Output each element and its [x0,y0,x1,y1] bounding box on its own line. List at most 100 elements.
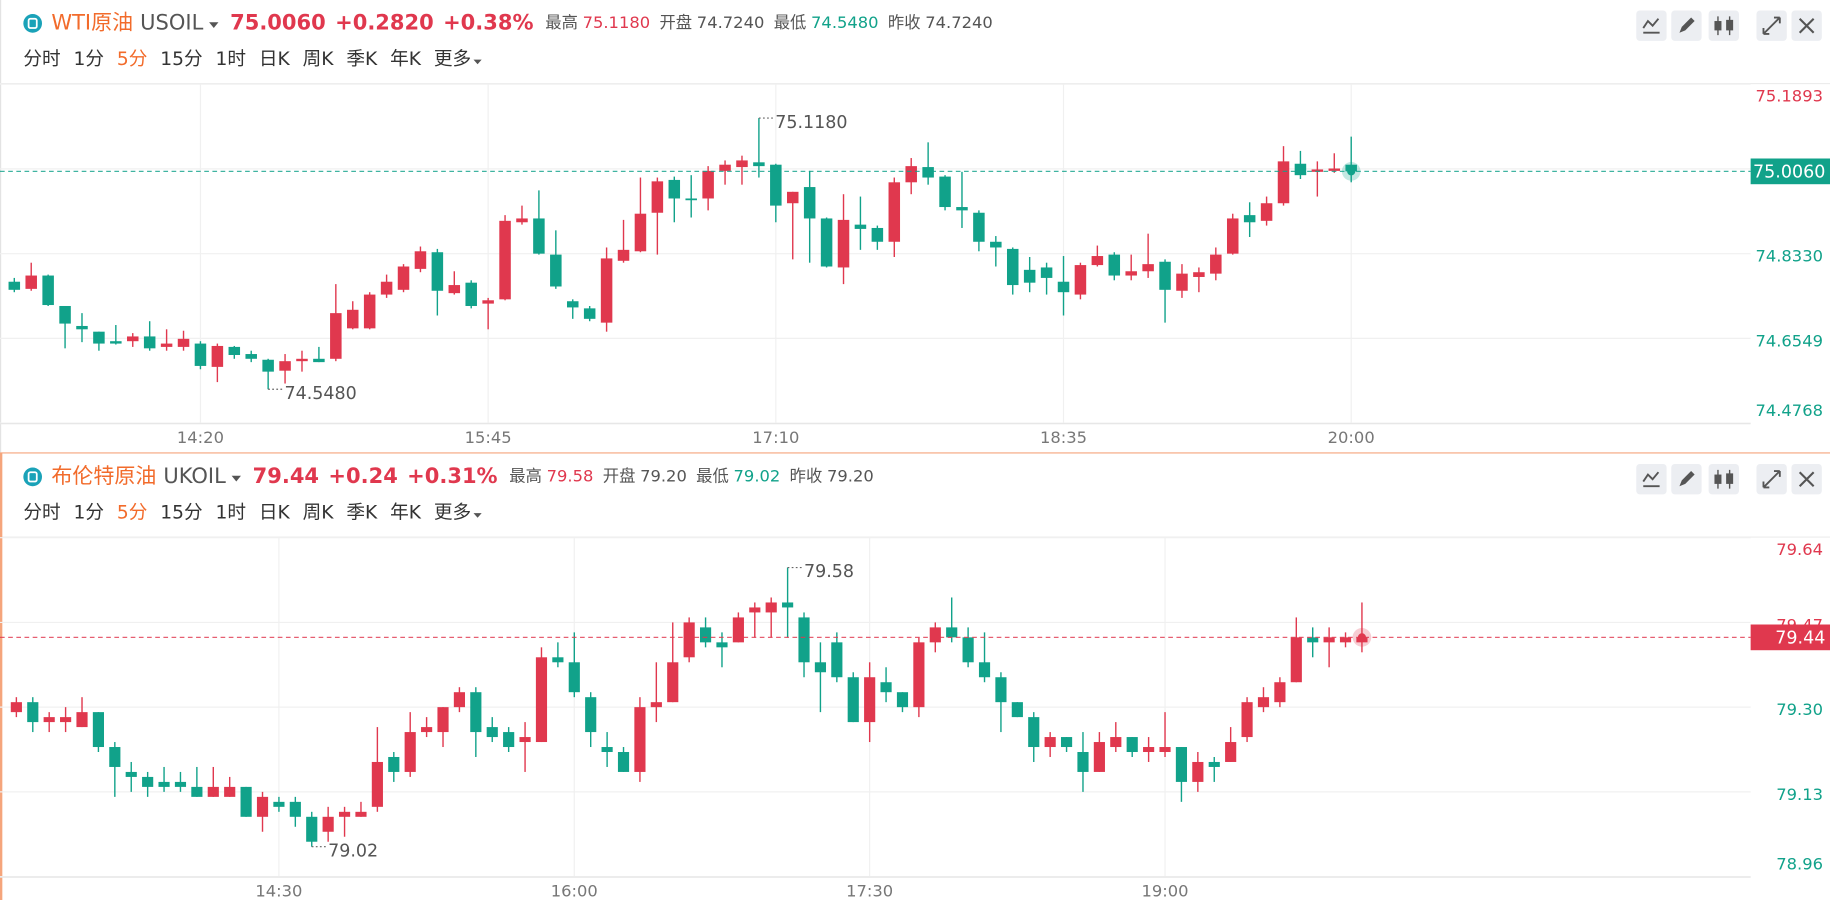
candle-body [371,761,383,807]
timeframe-tab[interactable]: 周K [303,503,335,524]
candle-body [585,697,597,733]
timeframe-tab[interactable]: 年K [390,503,422,524]
candle-body [913,642,925,708]
stat-value: 79.02 [734,466,781,485]
candle-body [160,343,173,347]
candle-body [798,617,810,663]
candle-body [837,219,850,268]
stat-label: 最低 [774,13,807,32]
instrument-name[interactable]: 布伦特原油 [51,463,156,488]
candle-body [1257,697,1270,708]
candle-body [1159,747,1171,753]
draw-button[interactable] [1671,464,1702,495]
candle-body [854,224,867,229]
last-price-dot [1357,633,1367,642]
fullscreen-button[interactable] [1756,10,1787,41]
candle-body [820,218,833,267]
indicator-button[interactable] [1636,464,1667,495]
last-price-tag [1750,158,1830,185]
fullscreen-button[interactable] [1756,464,1787,495]
candle-body [651,181,664,213]
chart-type-button[interactable] [1708,464,1739,495]
candle-body [279,361,291,371]
candle-body [245,354,257,359]
chart-type-button[interactable] [1708,10,1739,41]
candle-body [380,281,393,295]
timeframe-tab[interactable]: 年K [390,49,422,70]
y-tick-label: 74.8330 [1755,247,1823,266]
x-tick-label: 17:10 [752,428,799,447]
stat-value: 79.58 [547,466,594,485]
candle-body [109,747,121,767]
instrument-name[interactable]: WTI原油 [51,9,133,34]
candle-body [716,642,728,648]
candle-body [177,338,190,347]
timeframe-tab[interactable]: 1分 [74,503,105,524]
candle-body [1260,203,1273,221]
timeframe-tab[interactable]: 5分 [117,503,148,524]
x-tick-label: 18:35 [1040,428,1087,447]
candle-body [92,712,105,748]
timeframe-tab[interactable]: 周K [303,49,335,70]
candle-body [289,801,301,817]
candle-body [978,662,991,678]
candle-body [330,313,342,359]
candle-body [465,282,477,306]
candle-body [142,776,154,787]
candle-body [224,786,236,797]
timeframe-tab[interactable]: 15分 [160,49,202,70]
close-button[interactable] [1791,464,1822,495]
close-button[interactable] [1791,10,1822,41]
more-caret[interactable] [473,513,482,518]
candle-body [600,258,613,323]
price-change-pct: +0.38% [443,9,533,34]
candle-body [60,717,72,723]
candle-body [1193,272,1205,277]
candle-body [814,662,827,673]
candle-body [922,167,934,178]
timeframe-tab[interactable]: 1时 [216,49,247,70]
dropdown-caret[interactable] [231,475,241,482]
candle-body [667,662,679,703]
candle-body [519,737,531,743]
timeframe-tab[interactable]: 季K [346,49,378,70]
candle-body [535,657,548,743]
timeframe-tab[interactable]: 季K [346,503,378,524]
candle-body [262,359,274,372]
timeframe-tab[interactable]: 分时 [23,503,60,524]
timeframe-tab[interactable]: 分时 [23,49,60,70]
instrument-code[interactable]: UKOIL [163,463,226,488]
timeframe-tab[interactable]: 日K [259,49,291,70]
timeframe-tab[interactable]: 15分 [160,503,202,524]
x-tick-label: 17:30 [846,881,893,900]
timeframe-tab[interactable]: 1时 [216,503,247,524]
candle-body [437,707,449,733]
x-tick-label: 14:20 [177,428,224,447]
timeframe-tab[interactable]: 更多 [434,49,471,70]
draw-button[interactable] [1671,10,1702,41]
timeframe-tab[interactable]: 5分 [117,49,148,70]
timeframe-tab[interactable]: 1分 [74,49,105,70]
candle-body [174,781,187,787]
indicator-button[interactable] [1636,10,1667,41]
candle-body [1057,281,1070,293]
instrument-code[interactable]: USOIL [140,9,203,34]
candle-body [765,602,777,613]
more-caret[interactable] [473,59,482,65]
stat-value: 79.20 [640,466,687,485]
candle-body [499,220,511,300]
candle-body [786,191,799,204]
timeframe-tab[interactable]: 日K [259,503,291,524]
candle-body [110,341,122,344]
dropdown-caret[interactable] [209,22,219,29]
candle-body [1226,218,1239,254]
candle-body [753,162,765,167]
timeframe-tab[interactable]: 更多 [434,503,471,524]
candle-body [683,622,695,658]
low-label: 74.5480 [284,384,356,404]
candle-body [191,786,203,797]
symbol-icon-inner [27,471,38,483]
candle-body [158,781,170,787]
candle-body [736,160,748,168]
stat-label: 最低 [696,466,729,485]
